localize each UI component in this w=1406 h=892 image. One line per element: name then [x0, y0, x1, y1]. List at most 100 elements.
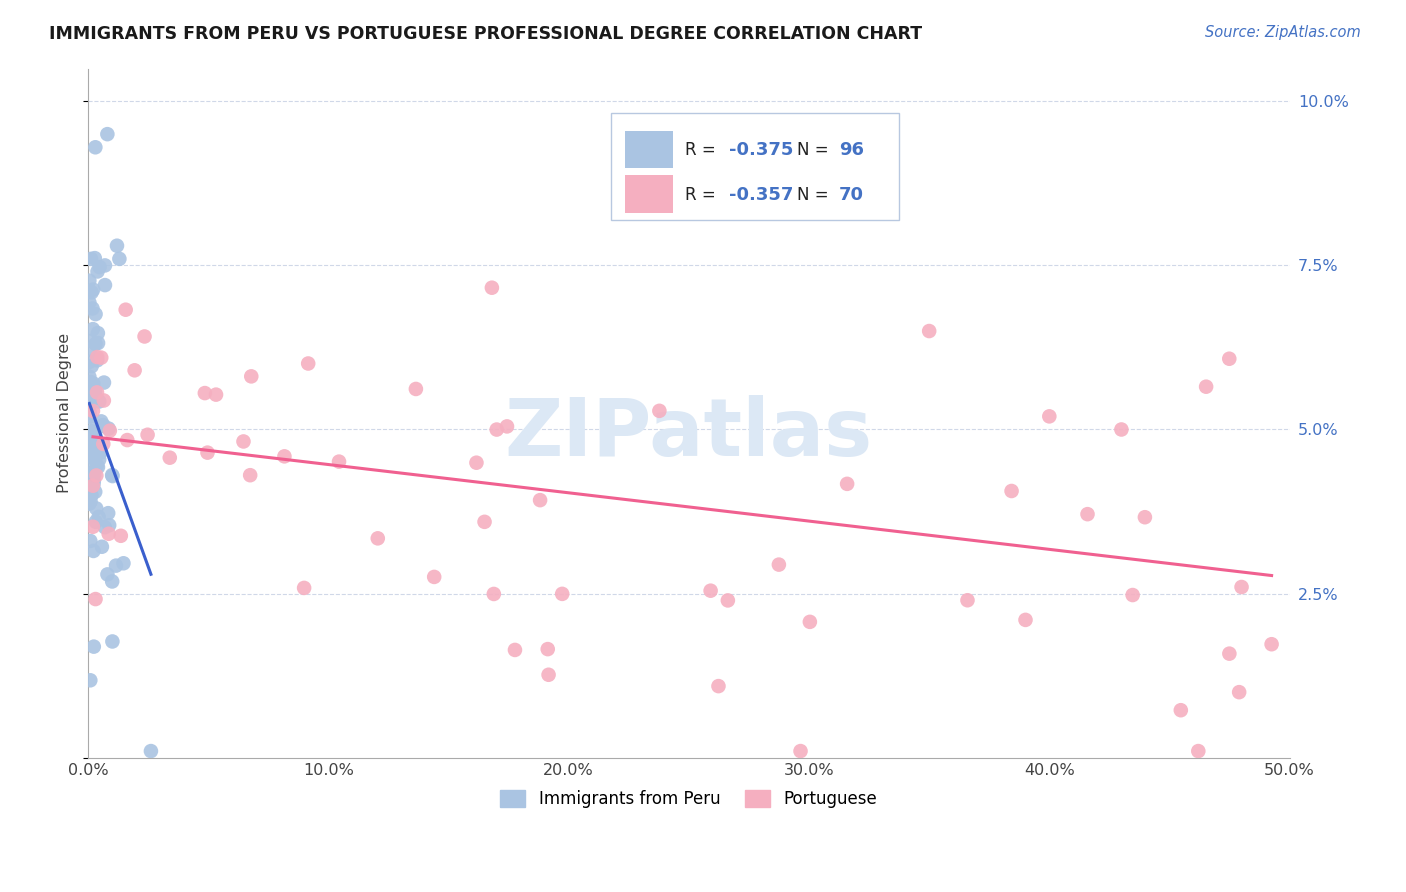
Point: [82, 283, 104, 297]
Point: [80, 442, 103, 457]
Point: [79, 369, 101, 384]
Point: [1111, 422, 1133, 436]
Point: [79, 442, 101, 457]
Point: [79, 449, 101, 463]
Point: [79, 409, 101, 424]
Point: [80, 488, 103, 502]
Point: [82, 544, 104, 558]
Point: [82, 389, 104, 403]
Point: [83, 434, 105, 449]
Point: [197, 445, 219, 459]
Point: [117, 433, 139, 447]
Legend: Immigrants from Peru, Portuguese: Immigrants from Peru, Portuguese: [494, 783, 884, 814]
Point: [83, 640, 105, 654]
Point: [86, 350, 108, 364]
Point: [90, 351, 112, 365]
Point: [101, 574, 124, 589]
Point: [79, 494, 101, 508]
Text: -0.357: -0.357: [728, 186, 793, 203]
Point: [82, 404, 104, 418]
Point: [328, 455, 350, 469]
Point: [83, 251, 105, 265]
Point: [84, 384, 107, 399]
Point: [105, 238, 128, 252]
Point: [83, 387, 105, 401]
Point: [240, 369, 263, 384]
Point: [93, 376, 115, 390]
Point: [79, 274, 101, 288]
Point: [648, 404, 671, 418]
Point: [134, 329, 156, 343]
Point: [79, 460, 101, 475]
FancyBboxPatch shape: [610, 113, 900, 220]
Text: R =: R =: [685, 186, 721, 203]
Point: [83, 450, 105, 464]
Point: [84, 484, 107, 499]
Point: [97, 526, 120, 541]
Point: [1014, 613, 1036, 627]
Point: [82, 376, 104, 391]
Point: [707, 679, 730, 693]
Point: [80, 285, 103, 300]
Point: [79, 434, 101, 448]
Point: [1076, 507, 1098, 521]
Point: [1038, 409, 1060, 424]
Point: [1170, 703, 1192, 717]
Point: [79, 295, 101, 310]
Point: [79, 477, 101, 491]
Point: [482, 587, 505, 601]
Point: [94, 278, 117, 293]
Point: [90, 540, 112, 554]
Point: [496, 419, 519, 434]
Point: [537, 667, 560, 681]
Point: [717, 593, 740, 607]
Point: [84, 307, 107, 321]
Point: [79, 343, 101, 357]
Point: [474, 515, 496, 529]
Point: [79, 400, 101, 414]
Point: [82, 466, 104, 480]
Point: [80, 424, 103, 438]
Point: [98, 424, 121, 438]
Point: [79, 491, 101, 505]
Point: [124, 363, 146, 377]
Point: [89, 452, 111, 467]
Point: [80, 334, 103, 348]
Point: [101, 469, 124, 483]
Point: [80, 446, 103, 460]
Point: [1227, 685, 1250, 699]
Point: [768, 558, 790, 572]
Point: [1218, 351, 1240, 366]
Point: [86, 468, 108, 483]
Point: [159, 450, 181, 465]
Point: [84, 426, 107, 441]
Point: [86, 353, 108, 368]
Text: Source: ZipAtlas.com: Source: ZipAtlas.com: [1205, 25, 1361, 40]
Point: [79, 488, 101, 502]
Point: [86, 385, 108, 400]
Point: [79, 406, 101, 420]
Point: [97, 421, 120, 435]
Point: [1133, 510, 1156, 524]
Text: IMMIGRANTS FROM PERU VS PORTUGUESE PROFESSIONAL DEGREE CORRELATION CHART: IMMIGRANTS FROM PERU VS PORTUGUESE PROFE…: [49, 25, 922, 43]
Y-axis label: Professional Degree: Professional Degree: [58, 333, 72, 493]
Point: [465, 456, 488, 470]
Point: [97, 506, 120, 520]
Point: [423, 570, 446, 584]
Point: [94, 520, 117, 534]
Point: [79, 390, 101, 404]
Point: [90, 444, 112, 458]
Point: [725, 127, 748, 141]
Point: [79, 409, 101, 424]
Point: [1122, 588, 1144, 602]
Point: [82, 322, 104, 336]
Text: -0.375: -0.375: [728, 141, 793, 159]
Text: R =: R =: [685, 141, 721, 159]
Point: [699, 583, 721, 598]
Point: [1218, 647, 1240, 661]
Point: [83, 475, 105, 489]
Point: [503, 643, 526, 657]
Point: [139, 744, 162, 758]
Point: [87, 509, 110, 524]
Point: [79, 425, 101, 440]
